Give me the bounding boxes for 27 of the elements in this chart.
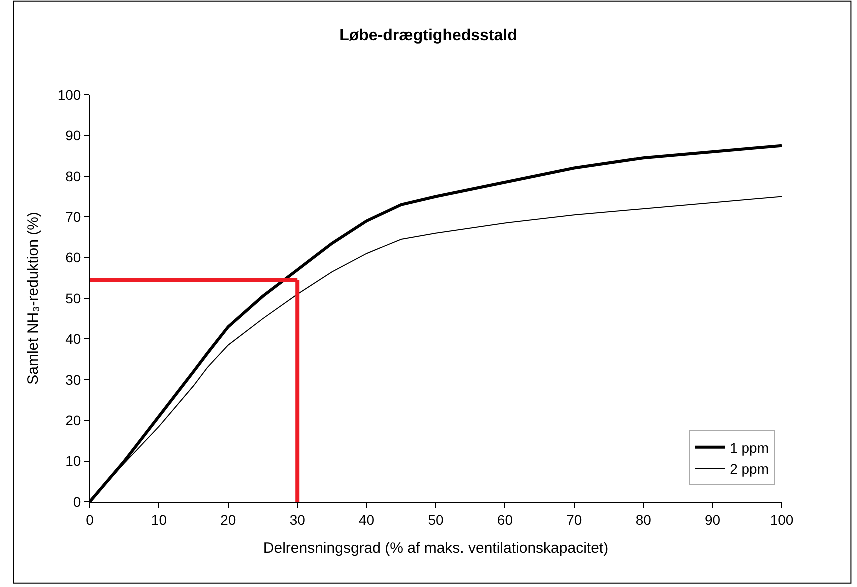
y-tick-label: 60 bbox=[66, 250, 82, 266]
x-tick-label: 10 bbox=[151, 512, 168, 528]
x-tick-label: 30 bbox=[290, 512, 306, 528]
x-tick-label: 90 bbox=[705, 512, 721, 528]
x-tick-label: 80 bbox=[636, 512, 652, 528]
y-tick-label: 0 bbox=[73, 494, 82, 510]
chart-title: Løbe-drægtighedsstald bbox=[340, 28, 518, 45]
x-tick-label: 0 bbox=[86, 512, 94, 528]
y-tick-label: 50 bbox=[66, 290, 82, 306]
x-axis-title: Delrensningsgrad (% af maks. ventilationskapacitet) bbox=[263, 540, 609, 557]
x-tick-label: 70 bbox=[566, 512, 582, 528]
x-tick-label: 20 bbox=[220, 512, 236, 528]
y-tick-label: 100 bbox=[58, 86, 82, 103]
y-tick-label: 40 bbox=[66, 331, 82, 348]
x-tick-label: 100 bbox=[770, 512, 794, 528]
y-tick-label: 30 bbox=[66, 372, 82, 388]
y-axis-title: Samlet NH₃-reduktion (%) bbox=[25, 212, 42, 385]
legend-label: 2 ppm bbox=[730, 460, 769, 477]
y-tick-label: 10 bbox=[66, 453, 82, 470]
y-tick-label: 80 bbox=[66, 168, 82, 184]
legend-label: 1 ppm bbox=[730, 440, 769, 456]
y-tick-label: 90 bbox=[66, 128, 82, 144]
x-tick-label: 50 bbox=[428, 512, 444, 528]
y-tick-label: 20 bbox=[66, 412, 82, 428]
x-tick-label: 60 bbox=[497, 512, 514, 528]
y-tick-label: 70 bbox=[66, 209, 82, 225]
x-tick-label: 40 bbox=[359, 512, 375, 528]
